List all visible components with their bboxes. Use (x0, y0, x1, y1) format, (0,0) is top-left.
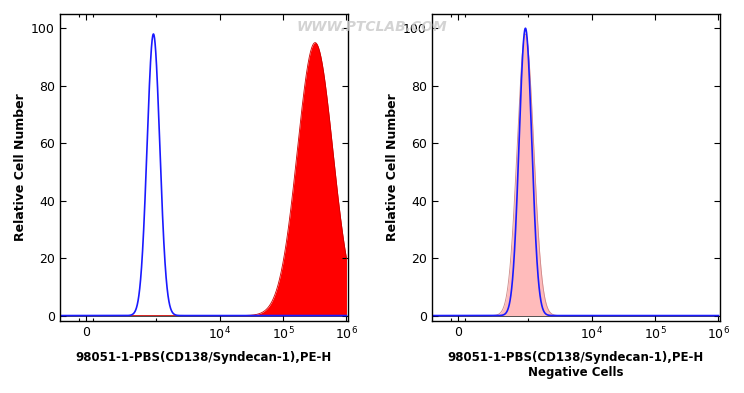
Y-axis label: Relative Cell Number: Relative Cell Number (386, 94, 399, 241)
X-axis label: 98051-1-PBS(CD138/Syndecan-1),PE-H
Negative Cells: 98051-1-PBS(CD138/Syndecan-1),PE-H Negat… (448, 351, 704, 379)
Text: WWW.PTCLAB.COM: WWW.PTCLAB.COM (297, 20, 447, 34)
Y-axis label: Relative Cell Number: Relative Cell Number (14, 94, 27, 241)
X-axis label: 98051-1-PBS(CD138/Syndecan-1),PE-H: 98051-1-PBS(CD138/Syndecan-1),PE-H (76, 351, 332, 364)
